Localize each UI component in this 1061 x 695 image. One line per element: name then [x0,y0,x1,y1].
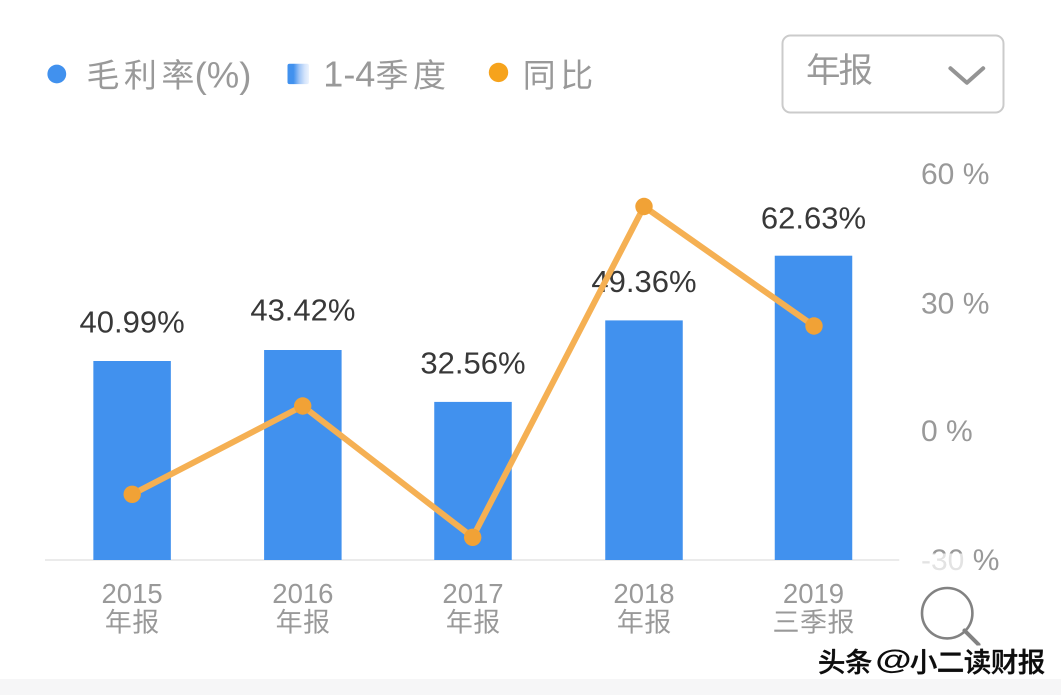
svg-text:2017: 2017 [442,578,503,609]
svg-text:32.56%: 32.56% [420,345,525,380]
svg-text:60 %: 60 % [921,158,989,191]
svg-text:2018: 2018 [613,578,674,609]
svg-text:1-4: 1-4 [323,54,375,95]
svg-text:40.99%: 40.99% [80,305,185,340]
svg-text:0 %: 0 % [921,415,973,448]
svg-text:62.63%: 62.63% [761,201,866,236]
svg-text:2016: 2016 [272,578,333,609]
svg-text:2015: 2015 [102,578,163,609]
svg-text:43.42%: 43.42% [250,293,355,328]
svg-text:30 %: 30 % [921,287,989,320]
svg-text:2019: 2019 [783,578,844,609]
svg-text:(%): (%) [195,55,252,96]
